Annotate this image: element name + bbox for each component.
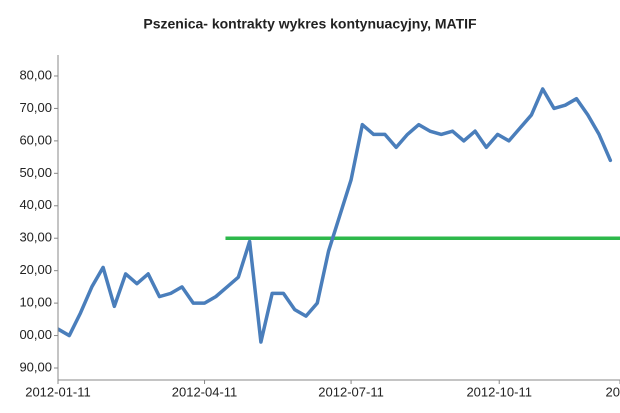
y-tick-label: 90,00 bbox=[19, 359, 52, 374]
x-tick-label: 2012-04-11 bbox=[172, 384, 238, 399]
y-tick-label: 20,00 bbox=[19, 262, 52, 277]
x-tick-label: 20 bbox=[606, 384, 620, 399]
y-tick-label: 80,00 bbox=[19, 67, 52, 82]
series-line bbox=[58, 87, 613, 344]
y-tick-label: 60,00 bbox=[19, 132, 52, 147]
y-tick-label: 10,00 bbox=[19, 295, 52, 310]
x-tick-label: 2012-01-11 bbox=[25, 384, 91, 399]
y-tick-label: 00,00 bbox=[19, 327, 52, 342]
y-tick-label: 70,00 bbox=[19, 100, 52, 115]
y-tick-label: 50,00 bbox=[19, 165, 52, 180]
x-tick-label: 2012-10-11 bbox=[466, 384, 532, 399]
chart-title: Pszenica- kontrakty wykres kontynuacyjny… bbox=[143, 16, 477, 32]
x-tick-label: 2012-07-11 bbox=[318, 384, 384, 399]
y-tick-label: 30,00 bbox=[19, 230, 52, 245]
y-tick-label: 40,00 bbox=[19, 197, 52, 212]
plot-area bbox=[58, 87, 620, 344]
